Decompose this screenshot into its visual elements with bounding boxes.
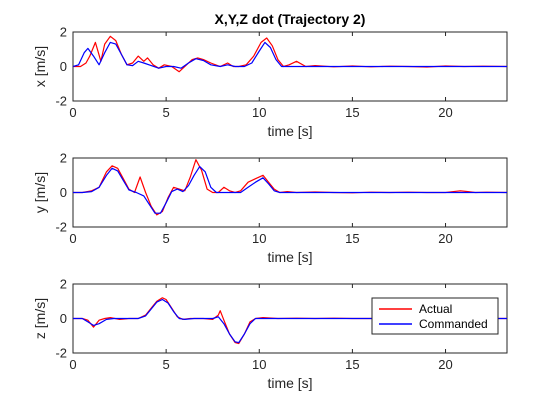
legend-box bbox=[371, 297, 499, 335]
x-tick-label: 15 bbox=[345, 231, 359, 246]
y-axis-label: x [m/s] bbox=[32, 46, 48, 87]
x-tick-label: 10 bbox=[252, 231, 266, 246]
x-tick-label: 20 bbox=[438, 105, 452, 120]
x-tick-label: 0 bbox=[69, 231, 76, 246]
x-tick-label: 15 bbox=[345, 105, 359, 120]
y-tick-label: 0 bbox=[60, 311, 67, 326]
x-tick-label: 20 bbox=[438, 231, 452, 246]
legend-entry: Actual bbox=[419, 302, 452, 316]
y-tick-label: 0 bbox=[60, 59, 67, 74]
x-tick-label: 0 bbox=[69, 357, 76, 372]
x-tick-label: 5 bbox=[163, 357, 170, 372]
x-tick-label: 10 bbox=[252, 357, 266, 372]
x-tick-label: 20 bbox=[438, 357, 452, 372]
x-axis-label: time [s] bbox=[267, 375, 312, 391]
x-tick-label: 15 bbox=[345, 357, 359, 372]
series-line-commanded bbox=[73, 166, 507, 214]
y-tick-label: 0 bbox=[60, 185, 67, 200]
y-tick-label: -2 bbox=[55, 346, 67, 361]
y-tick-label: -2 bbox=[55, 220, 67, 235]
y-tick-label: 2 bbox=[60, 25, 67, 40]
chart-title: X,Y,Z dot (Trajectory 2) bbox=[215, 11, 366, 27]
y-tick-label: -2 bbox=[55, 94, 67, 109]
x-tick-label: 5 bbox=[163, 231, 170, 246]
x-axis-label: time [s] bbox=[267, 249, 312, 265]
y-axis-label: y [m/s] bbox=[32, 172, 48, 213]
x-tick-label: 10 bbox=[252, 105, 266, 120]
legend-entry: Commanded bbox=[419, 317, 488, 331]
series-group bbox=[73, 35, 507, 73]
y-axis-label: z [m/s] bbox=[32, 298, 48, 339]
x-axis-label: time [s] bbox=[267, 123, 312, 139]
series-group bbox=[73, 159, 507, 216]
x-tick-label: 5 bbox=[163, 105, 170, 120]
y-tick-label: 2 bbox=[60, 151, 67, 166]
x-tick-label: 0 bbox=[69, 105, 76, 120]
series-line-commanded bbox=[73, 41, 507, 69]
y-tick-label: 2 bbox=[60, 277, 67, 292]
